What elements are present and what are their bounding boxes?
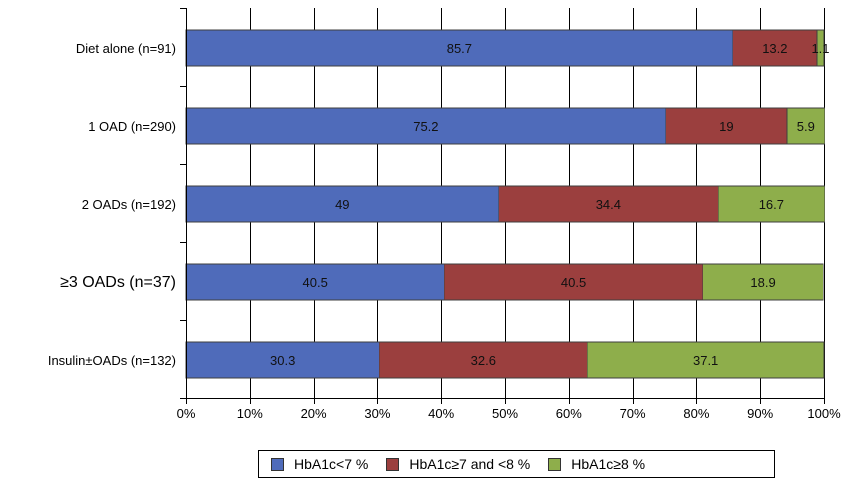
x-tick-label-10: 10% (237, 406, 263, 421)
stacked-bar-chart: 85.7 13.2 1.1 75.2 19 5.9 49 34.4 16.7 40.5 40.5 18… (48, 8, 841, 421)
data-label-3-oads-n-37-series-2: 40.5 (561, 275, 586, 290)
axes (180, 8, 825, 404)
category-label-3-oads-n-37: ≥3 OADs (n=37) (60, 274, 176, 291)
legend-label-hba1c-lt7: HbA1c<7 % (294, 456, 369, 472)
data-label-insulin-oads-n-132-series-1: 30.3 (270, 353, 295, 368)
data-label-2-oads-n-192-series-3: 16.7 (759, 197, 784, 212)
x-tick-label-50: 50% (492, 406, 518, 421)
data-label-2-oads-n-192-series-2: 34.4 (596, 197, 621, 212)
bar-3-oads-n-37-series-2 (444, 263, 704, 301)
x-tick-label-0: 0% (177, 406, 196, 421)
data-label-insulin-oads-n-132-series-3: 37.1 (693, 353, 718, 368)
category-label-insulin-oads-n-132: Insulin±OADs (n=132) (48, 353, 176, 368)
bar-2-oads-n-192-series-3 (717, 185, 825, 223)
bar-1-oad-n-290-series-3 (786, 107, 825, 145)
labels: 85.7 13.2 1.1 75.2 19 5.9 49 34.4 16.7 40.5 40.5 18… (48, 41, 841, 421)
bar-insulin-oads-n-132-series-1 (185, 341, 380, 379)
x-tick-label-40: 40% (428, 406, 454, 421)
data-label-diet-alone-n-91-series-3: 1.1 (811, 41, 829, 56)
x-tick-label-70: 70% (620, 406, 646, 421)
category-label-1-oad-n-290: 1 OAD (n=290) (88, 119, 176, 134)
data-label-2-oads-n-192-series-1: 49 (335, 197, 349, 212)
legend-swatch-hba1c-7to8 (386, 457, 400, 471)
data-label-1-oad-n-290-series-2: 19 (719, 119, 733, 134)
legend-item-hba1c-lt7: HbA1c<7 % (271, 456, 368, 472)
legend-item-hba1c-ge8: HbA1c≥8 % (548, 456, 645, 472)
x-tick-label-90: 90% (747, 406, 773, 421)
data-label-diet-alone-n-91-series-1: 85.7 (447, 41, 472, 56)
legend-label-hba1c-7to8: HbA1c≥7 and <8 % (409, 456, 531, 472)
data-label-insulin-oads-n-132-series-2: 32.6 (471, 353, 496, 368)
legend-swatch-hba1c-ge8 (548, 457, 562, 471)
x-tick-label-80: 80% (683, 406, 709, 421)
x-tick-label-100: 100% (807, 406, 841, 421)
legend: HbA1c<7 % HbA1c≥7 and <8 % HbA1c≥8 % (258, 450, 775, 478)
data-label-1-oad-n-290-series-3: 5.9 (797, 119, 815, 134)
legend-swatch-hba1c-lt7 (271, 457, 284, 471)
data-label-1-oad-n-290-series-1: 75.2 (413, 119, 438, 134)
x-tick-label-30: 30% (364, 406, 390, 421)
category-label-diet-alone-n-91: Diet alone (n=91) (76, 41, 176, 56)
x-tick-label-60: 60% (556, 406, 582, 421)
x-tick-label-20: 20% (301, 406, 327, 421)
bar-3-oads-n-37-series-1 (185, 263, 445, 301)
legend-item-hba1c-7to8: HbA1c≥7 and <8 % (386, 456, 530, 472)
bar-1-oad-n-290-series-1 (185, 107, 667, 145)
bar-2-oads-n-192-series-2 (498, 185, 719, 223)
bar-diet-alone-n-91-series-2 (732, 29, 818, 67)
data-label-3-oads-n-37-series-1: 40.5 (303, 275, 328, 290)
bars (185, 29, 825, 379)
bar-insulin-oads-n-132-series-2 (379, 341, 588, 379)
data-label-diet-alone-n-91-series-2: 13.2 (762, 41, 787, 56)
data-label-3-oads-n-37-series-3: 18.9 (750, 275, 775, 290)
bar-1-oad-n-290-series-2 (665, 107, 788, 145)
bar-3-oads-n-37-series-3 (702, 263, 824, 301)
category-label-2-oads-n-192: 2 OADs (n=192) (82, 197, 176, 212)
bar-insulin-oads-n-132-series-3 (587, 341, 825, 379)
legend-label-hba1c-ge8: HbA1c≥8 % (571, 456, 646, 472)
bar-diet-alone-n-91-series-3 (816, 29, 825, 67)
